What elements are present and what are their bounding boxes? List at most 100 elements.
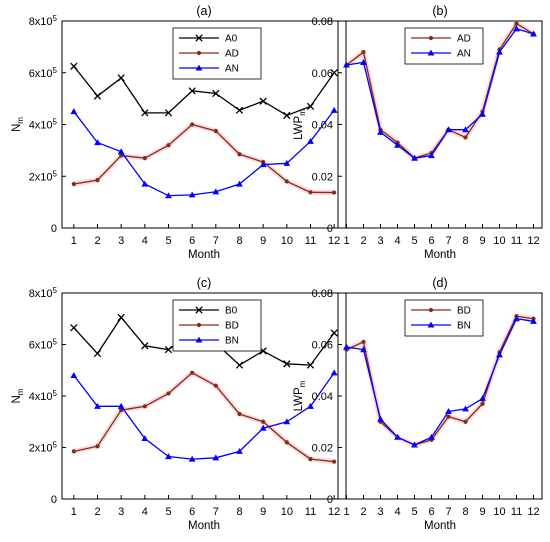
x-tick-label: 7 <box>213 235 219 247</box>
data-point <box>142 156 147 161</box>
x-tick-label: 5 <box>411 235 417 247</box>
legend: AD AN <box>404 27 484 65</box>
legend-marker <box>195 34 203 42</box>
data-point <box>237 411 242 417</box>
x-axis-label: Month <box>188 249 220 261</box>
x-tick-label: 4 <box>142 506 148 518</box>
data-point <box>360 59 367 65</box>
data-point <box>70 108 78 115</box>
series-A0 <box>70 62 338 120</box>
data-point <box>411 441 418 448</box>
x-tick-label: 3 <box>118 235 124 247</box>
data-point <box>462 405 469 412</box>
x-tick-label: 6 <box>428 235 434 247</box>
series-line <box>73 372 335 463</box>
legend-item-AN: AN <box>179 64 239 75</box>
data-point <box>411 154 418 161</box>
data-point <box>213 383 218 388</box>
series-line <box>346 28 534 159</box>
data-point <box>343 61 350 68</box>
data-point <box>343 343 350 350</box>
panel-label: (a) <box>196 4 211 18</box>
panel-label: (d) <box>432 276 447 290</box>
y-tick-label: 8x105 <box>29 286 58 300</box>
legend-marker <box>195 64 203 71</box>
x-tick-label: 6 <box>428 506 434 518</box>
legend-label: B0 <box>225 306 238 317</box>
data-point <box>479 110 486 117</box>
data-point <box>394 433 401 440</box>
y-axis-label: Nm <box>11 388 25 403</box>
x-tick-label: 1 <box>71 506 77 518</box>
data-point <box>141 109 149 117</box>
series-BN <box>70 369 338 462</box>
y-tick-label: 0 <box>51 494 57 506</box>
data-point <box>361 339 366 345</box>
data-point <box>259 97 267 105</box>
data-point <box>306 102 315 111</box>
data-point <box>283 159 291 166</box>
data-point <box>141 435 149 442</box>
x-tick-label: 12 <box>527 506 539 518</box>
data-point <box>307 137 314 144</box>
data-point <box>480 401 485 406</box>
series-line <box>73 109 335 197</box>
legend-label: AN <box>225 64 239 75</box>
y-tick-label: 0.04 <box>312 120 333 132</box>
data-point <box>428 433 435 440</box>
y-tick-label: 0.02 <box>312 171 333 183</box>
legend-label: AD <box>225 49 239 60</box>
data-point <box>463 135 468 140</box>
data-point <box>332 459 337 464</box>
x-tick-label: 9 <box>479 506 485 518</box>
y-tick-label: 0.08 <box>312 288 333 300</box>
data-point <box>237 152 242 157</box>
data-point <box>93 349 102 358</box>
legend-marker <box>196 322 202 328</box>
legend-item-BD: BD <box>179 321 239 332</box>
y-tick-label: 6x105 <box>29 66 58 80</box>
data-point <box>307 402 314 409</box>
data-point <box>141 180 149 187</box>
x-tick-label: 4 <box>142 235 148 247</box>
data-point <box>70 62 78 70</box>
data-point <box>94 402 101 409</box>
data-point <box>166 391 171 396</box>
data-point <box>164 109 173 117</box>
series-line <box>73 123 335 194</box>
data-point <box>142 404 147 409</box>
y-tick-label: 2x105 <box>29 169 58 183</box>
data-point <box>496 351 503 358</box>
data-point <box>235 361 244 369</box>
data-point <box>308 190 313 195</box>
legend-box <box>404 299 484 337</box>
y-tick-label: 8x105 <box>29 14 58 28</box>
data-point <box>117 313 125 322</box>
x-tick-label: 4 <box>394 235 400 247</box>
x-tick-label: 2 <box>94 506 100 518</box>
data-point <box>306 361 315 369</box>
data-point <box>71 449 76 454</box>
legend-marker <box>196 50 202 56</box>
data-point <box>119 153 124 158</box>
data-point <box>95 444 100 449</box>
data-point <box>330 329 338 337</box>
x-tick-label: 10 <box>493 235 505 247</box>
data-point <box>71 181 76 187</box>
x-tick-label: 11 <box>511 235 522 247</box>
data-point <box>259 161 267 168</box>
legend-marker <box>195 336 203 343</box>
data-point <box>212 188 220 195</box>
y-tick-label: 2x105 <box>29 441 58 455</box>
data-point <box>188 87 196 95</box>
legend-item-A0: A0 <box>179 34 238 45</box>
data-point <box>93 92 102 100</box>
data-point <box>188 455 196 462</box>
y-axis-label: LWPm <box>293 109 307 140</box>
data-point <box>119 408 124 413</box>
legend-label: AN <box>457 49 471 60</box>
x-tick-label: 5 <box>411 506 417 518</box>
